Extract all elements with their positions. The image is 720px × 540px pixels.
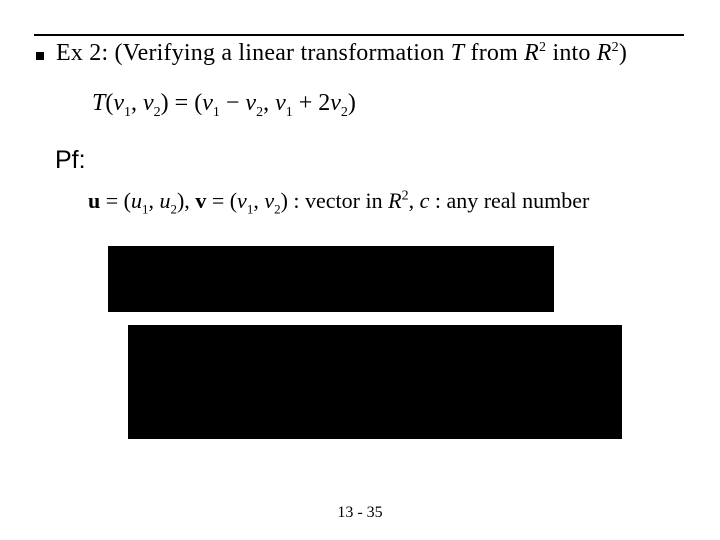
equation-1: T(v1, v2) = (v1 − v2, v1 + 2v2)	[92, 90, 356, 121]
eq2-c1: ,	[148, 188, 159, 213]
eq1-rp: )	[161, 90, 169, 116]
eq1-T: T	[92, 90, 105, 116]
eq2-colon: : vector in	[288, 188, 388, 213]
eq1-v6: v	[330, 90, 341, 116]
eq1-s4: 2	[256, 105, 263, 120]
eq1-minus: −	[220, 90, 246, 116]
proof-label: Pf:	[55, 146, 86, 175]
eq2-v1: v	[237, 188, 247, 213]
eq2-u: u	[88, 188, 100, 213]
eq1-v5: v	[275, 90, 286, 116]
eq1-v2: v	[143, 90, 154, 116]
slide: Ex 2: (Verifying a linear transformation…	[0, 0, 720, 540]
eq1-v4: v	[245, 90, 256, 116]
eq1-c2: ,	[263, 90, 275, 116]
eq1-s2: 2	[154, 105, 161, 120]
eq2-rp: ),	[177, 188, 195, 213]
eq1-s3: 1	[213, 105, 220, 120]
eq1-s1: 1	[124, 105, 131, 120]
title-sup2: 2	[612, 40, 619, 55]
redacted-box-1	[108, 246, 554, 312]
title-line: Ex 2: (Verifying a linear transformation…	[56, 40, 627, 67]
bullet-icon	[36, 52, 44, 60]
eq2-rp2: )	[281, 188, 288, 213]
redacted-box-2	[128, 325, 622, 439]
eq1-s6: 2	[341, 105, 348, 120]
eq2-v: v	[195, 188, 206, 213]
eq2-eq: = (	[100, 188, 131, 213]
eq2-c: c	[420, 188, 430, 213]
eq1-v1: v	[113, 90, 124, 116]
eq2-c1b: ,	[253, 188, 264, 213]
title-pre: Ex 2: (Verifying a linear transformation	[56, 40, 451, 66]
eq1-v3: v	[202, 90, 213, 116]
title-mid1: from	[464, 40, 524, 66]
equation-2: u = (u1, u2), v = (v1, v2) : vector in R…	[88, 188, 589, 217]
title-R1: R	[524, 40, 539, 66]
page-number: 13 - 35	[0, 504, 720, 522]
title-R2: R	[597, 40, 612, 66]
eq2-any: : any real number	[429, 188, 589, 213]
title-close: )	[619, 40, 627, 66]
eq2-sup: 2	[402, 189, 409, 204]
eq2-eq2: = (	[206, 188, 237, 213]
eq2-v2: v	[264, 188, 274, 213]
eq1-c1: ,	[131, 90, 143, 116]
eq1-rp2: )	[348, 90, 356, 116]
eq1-s5: 1	[286, 105, 293, 120]
eq1-plus: + 2	[293, 90, 331, 116]
eq2-u2: u	[159, 188, 170, 213]
horizontal-rule	[34, 34, 684, 36]
title-mid2: into	[546, 40, 597, 66]
eq1-eq: = (	[169, 90, 203, 116]
eq2-c2: ,	[409, 188, 420, 213]
title-T: T	[451, 40, 465, 66]
eq2-R: R	[388, 188, 401, 213]
eq2-u1: u	[131, 188, 142, 213]
